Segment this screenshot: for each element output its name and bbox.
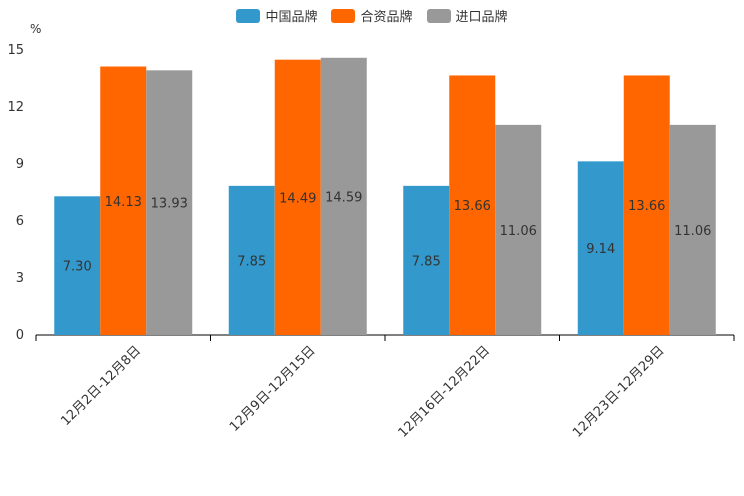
y-tick-label: 9 bbox=[16, 157, 24, 172]
bar-2-4 bbox=[623, 75, 670, 336]
x-tick-label: 12月2日-12月8日 bbox=[58, 343, 144, 429]
legend-swatch-china bbox=[236, 8, 261, 23]
data-label: 14.49 bbox=[279, 191, 316, 206]
x-tick-label: 12月9日-12月15日 bbox=[227, 343, 319, 435]
data-label: 11.06 bbox=[674, 224, 711, 239]
y-tick-label: 6 bbox=[16, 214, 24, 229]
data-label: 11.06 bbox=[500, 224, 537, 239]
y-tick-label: 3 bbox=[16, 271, 24, 286]
data-label: 14.13 bbox=[105, 195, 142, 210]
legend-label-import: 进口品牌 bbox=[455, 10, 508, 25]
legend-label-jv: 合资品牌 bbox=[360, 10, 413, 25]
legend-label-china: 中国品牌 bbox=[265, 10, 318, 25]
bar-3-3 bbox=[495, 124, 542, 335]
legend-swatch-import bbox=[426, 8, 451, 23]
data-label: 13.66 bbox=[454, 199, 491, 214]
bar-3-1 bbox=[146, 70, 193, 335]
legend-swatch-jv bbox=[331, 8, 356, 23]
y-axis-unit-label: % bbox=[30, 22, 41, 36]
data-label: 13.66 bbox=[628, 199, 665, 214]
bar-1-4 bbox=[577, 161, 624, 335]
data-label: 9.14 bbox=[586, 242, 615, 257]
x-tick-label: 12月23日-12月29日 bbox=[570, 343, 667, 440]
y-tick-label: 15 bbox=[7, 43, 24, 58]
bar-2-3 bbox=[449, 75, 496, 336]
y-tick-label: 12 bbox=[7, 100, 24, 115]
legend-item-jv[interactable]: 合资品牌 bbox=[331, 6, 413, 25]
bar-1-2 bbox=[228, 185, 275, 335]
chart-legend: 中国品牌 合资品牌 进口品牌 bbox=[0, 6, 744, 25]
bar-3-4 bbox=[669, 124, 716, 335]
legend-item-china[interactable]: 中国品牌 bbox=[236, 6, 317, 25]
bar-1-1 bbox=[54, 196, 101, 335]
bar-3-2 bbox=[320, 57, 367, 335]
x-tick-label: 12月16日-12月22日 bbox=[396, 343, 493, 440]
data-label: 7.85 bbox=[237, 254, 266, 269]
data-label: 14.59 bbox=[325, 190, 362, 205]
y-tick-label: 0 bbox=[16, 328, 24, 343]
bar-2-1 bbox=[100, 66, 147, 335]
data-label: 7.85 bbox=[412, 254, 441, 269]
data-label: 13.93 bbox=[151, 197, 188, 212]
data-label: 7.30 bbox=[63, 260, 92, 275]
bar-2-2 bbox=[274, 59, 321, 335]
legend-item-import[interactable]: 进口品牌 bbox=[426, 6, 508, 25]
bar-1-3 bbox=[403, 185, 450, 335]
